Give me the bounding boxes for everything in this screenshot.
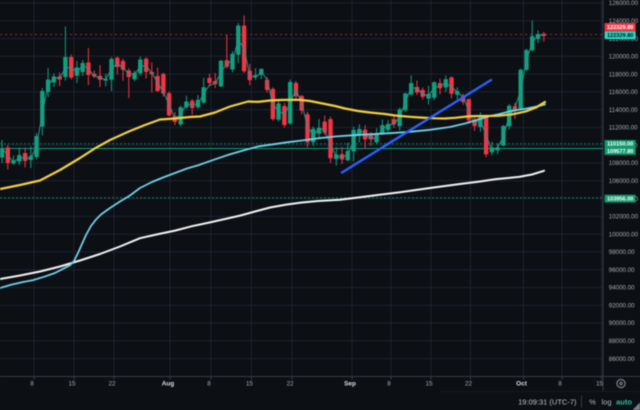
svg-text:15: 15	[425, 381, 433, 388]
svg-text:22: 22	[286, 381, 294, 388]
svg-text:8: 8	[207, 381, 211, 388]
svg-text:122329.80: 122329.80	[607, 33, 633, 39]
svg-text:88000.00: 88000.00	[609, 338, 635, 345]
svg-text:90000.00: 90000.00	[609, 320, 635, 327]
svg-text:86000.00: 86000.00	[609, 356, 635, 363]
svg-text:114000.00: 114000.00	[609, 107, 638, 114]
svg-text:%: %	[589, 398, 596, 407]
svg-text:8: 8	[387, 381, 391, 388]
svg-text:122329.80: 122329.80	[607, 25, 633, 31]
svg-text:100000.00: 100000.00	[609, 231, 639, 238]
svg-text:110150.00: 110150.00	[607, 142, 633, 148]
svg-text:118000.00: 118000.00	[609, 71, 638, 78]
svg-text:106000.00: 106000.00	[609, 178, 639, 185]
svg-text:92000.00: 92000.00	[609, 303, 635, 310]
svg-text:22: 22	[465, 381, 473, 388]
svg-text:116000.00: 116000.00	[609, 89, 638, 96]
svg-text:109577.80: 109577.80	[607, 149, 633, 155]
svg-text:log: log	[601, 398, 611, 407]
svg-text:Sep: Sep	[344, 381, 356, 388]
svg-text:103956.00: 103956.00	[607, 197, 633, 203]
svg-text:102000.00: 102000.00	[609, 214, 639, 221]
svg-text:15: 15	[596, 381, 604, 388]
svg-text:94000.00: 94000.00	[609, 285, 635, 292]
svg-text:Aug: Aug	[162, 381, 175, 388]
svg-text:15: 15	[246, 381, 254, 388]
svg-text:126000.00: 126000.00	[609, 0, 639, 7]
svg-text:Oct: Oct	[516, 381, 528, 388]
svg-text:108000.00: 108000.00	[609, 160, 639, 167]
svg-text:15: 15	[68, 381, 76, 388]
svg-text:112000.00: 112000.00	[609, 125, 638, 132]
svg-text:auto: auto	[616, 398, 632, 407]
svg-text:19:09:31 (UTC-7): 19:09:31 (UTC-7)	[518, 398, 577, 407]
svg-text:8: 8	[30, 381, 34, 388]
svg-text:124000.00: 124000.00	[609, 18, 639, 25]
svg-text:8: 8	[558, 381, 562, 388]
svg-text:122000.00: 122000.00	[609, 36, 639, 43]
svg-text:120000.00: 120000.00	[609, 54, 639, 61]
svg-text:22: 22	[108, 381, 116, 388]
svg-text:96000.00: 96000.00	[609, 267, 635, 274]
svg-text:98000.00: 98000.00	[609, 249, 635, 256]
